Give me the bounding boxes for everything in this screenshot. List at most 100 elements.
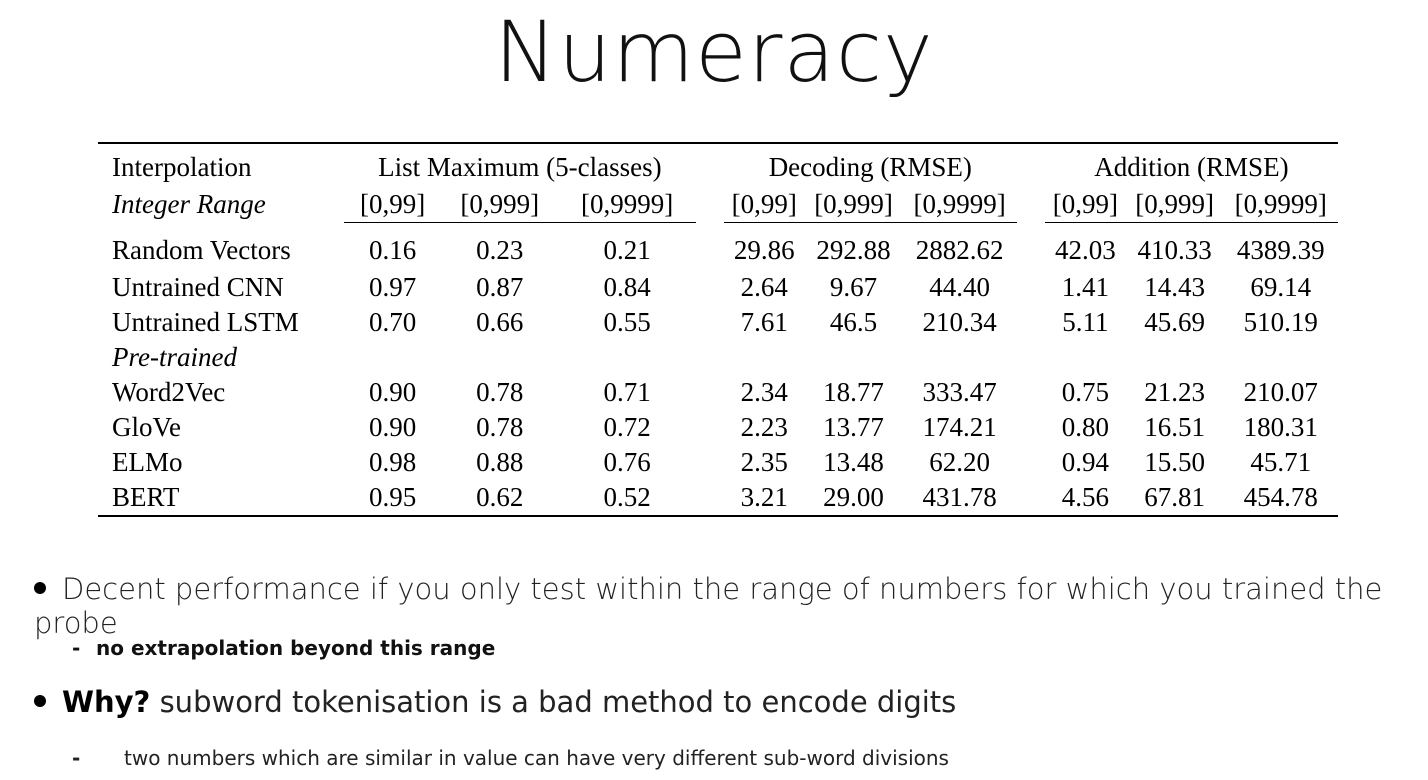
results-table: Interpolation List Maximum (5-classes) D…	[98, 142, 1338, 517]
table-cell: 29.00	[823, 482, 884, 512]
range-cell: [0,9999]	[1223, 186, 1338, 223]
table-cell: 1.41	[1061, 272, 1109, 302]
table-cell: 21.23	[1144, 377, 1206, 407]
table-cell: 0.87	[476, 272, 524, 302]
table-cell: 410.33	[1137, 235, 1212, 265]
table-cell: 2.64	[740, 272, 788, 302]
range-cell: [0,9999]	[902, 186, 1017, 223]
table-cell: 0.84	[603, 272, 651, 302]
range-cell: [0,99]	[344, 186, 442, 223]
table-cell: 13.48	[823, 447, 884, 477]
sub-bullet-2: - two numbers which are similar in value …	[72, 746, 949, 770]
table-cell: 510.19	[1243, 307, 1318, 337]
table-cell: 174.21	[922, 412, 997, 442]
table-cell: 0.71	[603, 377, 651, 407]
row-label: BERT	[112, 482, 180, 512]
sub-bullet-1-text: no extrapolation beyond this range	[96, 636, 496, 660]
table-cell: 0.98	[368, 447, 417, 477]
row-label: ELMo	[112, 447, 183, 477]
sub-bullet-1: - no extrapolation beyond this range	[72, 636, 495, 660]
table-cell: 15.50	[1144, 447, 1206, 477]
decoding-header: Decoding (RMSE)	[768, 151, 972, 182]
table-cell: 0.70	[368, 307, 417, 337]
interpolation-header: Interpolation	[112, 151, 252, 182]
table-cell: 0.80	[1061, 412, 1109, 442]
table-cell: 0.90	[368, 377, 417, 407]
table-cell: 210.07	[1243, 377, 1318, 407]
table-cell: 46.5	[829, 307, 878, 337]
table-cell: 0.76	[603, 447, 651, 477]
table-cell: 0.21	[603, 235, 651, 265]
table-row: BERT 0.95 0.62 0.52 3.21 29.00 431.78 4.56 67.81…	[98, 480, 1338, 516]
row-label: Untrained CNN	[112, 272, 284, 302]
table-row: Untrained LSTM 0.70 0.66 0.55 7.61 46.5 210.34…	[98, 305, 1338, 340]
row-label: Random Vectors	[112, 234, 291, 265]
table-cell: 333.47	[922, 377, 997, 407]
bullet-1-text: Decent performance if you only test with…	[34, 572, 1383, 640]
table-group-header-row: Interpolation List Maximum (5-classes) D…	[98, 143, 1338, 186]
bullet-dot-icon	[34, 695, 46, 707]
table-cell: 0.78	[476, 412, 524, 442]
table-cell: 16.51	[1144, 412, 1206, 442]
bullet-2-text: subword tokenisation is a bad method to …	[150, 685, 957, 719]
table-cell: 45.71	[1250, 447, 1312, 477]
list-maximum-header: List Maximum (5-classes)	[378, 151, 662, 182]
bullet-dot-icon	[34, 582, 46, 594]
table-cell: 210.34	[922, 307, 997, 337]
table-cell: 14.43	[1144, 272, 1206, 302]
table-cell: 0.78	[476, 377, 524, 407]
range-cell: [0,99]	[1044, 186, 1126, 223]
row-label: GloVe	[112, 412, 181, 442]
table-cell: 0.72	[603, 412, 651, 442]
table-cell: 2882.62	[915, 235, 1004, 265]
table-cell: 0.62	[476, 482, 524, 512]
table-cell: 454.78	[1243, 482, 1318, 512]
integer-range-label: Integer Range	[112, 188, 266, 219]
table-cell: 0.95	[368, 482, 417, 512]
table-row: Untrained CNN 0.97 0.87 0.84 2.64 9.67 44.40 1.…	[98, 270, 1338, 305]
bullet-2-bold: Why?	[62, 685, 151, 719]
table-cell: 5.11	[1062, 307, 1109, 337]
row-label: Word2Vec	[112, 377, 226, 407]
table-cell: 0.23	[476, 235, 524, 265]
table-cell: 431.78	[922, 482, 997, 512]
table-cell: 292.88	[816, 235, 891, 265]
range-cell: [0,9999]	[558, 186, 696, 223]
table-cell: 0.90	[368, 412, 417, 442]
table-cell: 67.81	[1144, 482, 1206, 512]
table-cell: 0.55	[603, 307, 651, 337]
table-cell: 2.34	[740, 377, 788, 407]
table-row: GloVe 0.90 0.78 0.72 2.23 13.77 174.21 0.80 16.5…	[98, 410, 1338, 445]
range-cell: [0,999]	[1125, 186, 1224, 223]
table-row: Random Vectors 0.16 0.23 0.21 29.86 292.88 288…	[98, 223, 1338, 271]
pre-trained-label: Pre-trained	[112, 342, 237, 372]
table-cell: 180.31	[1243, 412, 1318, 442]
table-cell: 9.67	[829, 272, 878, 302]
table-cell: 45.69	[1144, 307, 1206, 337]
table-cell: 4389.39	[1236, 235, 1325, 265]
table-cell: 2.23	[740, 412, 788, 442]
dash-icon: -	[72, 746, 81, 770]
row-label: Untrained LSTM	[112, 307, 299, 337]
table-cell: 0.16	[368, 235, 417, 265]
table-range-row: Integer Range [0,99] [0,999] [0,9999] [0…	[98, 186, 1338, 223]
table-cell: 0.97	[368, 272, 417, 302]
section-row: Pre-trained	[98, 340, 1338, 375]
table-cell: 0.75	[1061, 377, 1109, 407]
table-cell: 69.14	[1250, 272, 1312, 302]
slide-title: Numeracy	[494, 3, 934, 101]
sub-bullet-2-text: two numbers which are similar in value c…	[124, 746, 949, 770]
table-cell: 0.52	[603, 482, 651, 512]
table-cell: 62.20	[929, 447, 990, 477]
table-cell: 13.77	[823, 412, 884, 442]
table-row: ELMo 0.98 0.88 0.76 2.35 13.48 62.20 0.94 15.50 4…	[98, 445, 1338, 480]
table-cell: 7.61	[740, 307, 788, 337]
table-cell: 2.35	[740, 447, 788, 477]
table-cell: 42.03	[1054, 235, 1116, 265]
range-cell: [0,99]	[723, 186, 805, 223]
bullet-1: Decent performance if you only test with…	[34, 572, 1428, 640]
table-cell: 3.21	[740, 482, 788, 512]
range-cell: [0,999]	[441, 186, 559, 223]
table-cell: 0.66	[476, 307, 524, 337]
table-cell: 0.94	[1061, 447, 1109, 477]
